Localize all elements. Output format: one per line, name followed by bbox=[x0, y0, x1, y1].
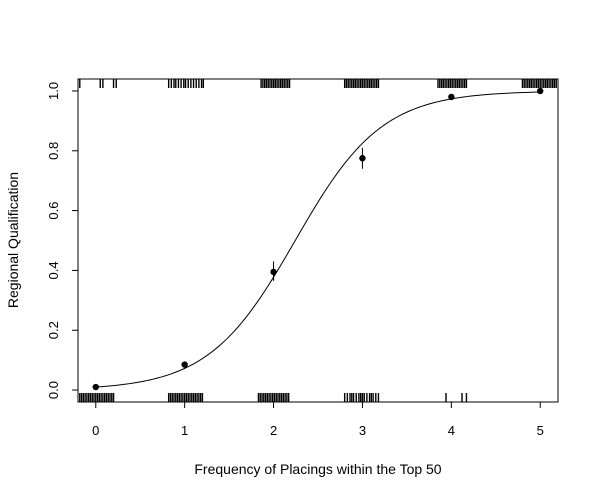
y-tick-label: 0.2 bbox=[46, 321, 61, 339]
data-points bbox=[92, 87, 544, 391]
data-point bbox=[181, 361, 188, 368]
y-tick-label: 0.6 bbox=[46, 202, 61, 220]
x-axis-title: Frequency of Placings within the Top 50 bbox=[194, 461, 441, 477]
x-tick-label: 1 bbox=[181, 423, 188, 438]
rug-bottom bbox=[79, 393, 468, 402]
y-tick-label: 0.4 bbox=[46, 261, 61, 279]
plot-frame bbox=[77, 78, 559, 403]
x-tick-label: 2 bbox=[270, 423, 277, 438]
fitted-logistic-curve bbox=[95, 91, 541, 388]
x-tick-label: 4 bbox=[448, 423, 455, 438]
x-axis: 0 1 2 3 4 5 bbox=[92, 402, 544, 438]
x-tick-label: 3 bbox=[359, 423, 366, 438]
data-point bbox=[448, 93, 455, 101]
y-tick-label: 1.0 bbox=[46, 82, 61, 100]
data-point bbox=[92, 383, 99, 391]
data-point bbox=[359, 155, 366, 162]
y-tick-label: 0.0 bbox=[46, 381, 61, 399]
y-axis-title: Regional Qualification bbox=[5, 172, 21, 308]
y-axis: 0.0 0.2 0.4 0.6 0.8 1.0 bbox=[46, 82, 78, 399]
rug-top bbox=[79, 79, 557, 88]
data-point bbox=[270, 268, 277, 276]
data-point bbox=[537, 87, 544, 95]
x-tick-label: 0 bbox=[92, 423, 99, 438]
y-tick-label: 0.8 bbox=[46, 142, 61, 160]
x-tick-label: 5 bbox=[537, 423, 544, 438]
